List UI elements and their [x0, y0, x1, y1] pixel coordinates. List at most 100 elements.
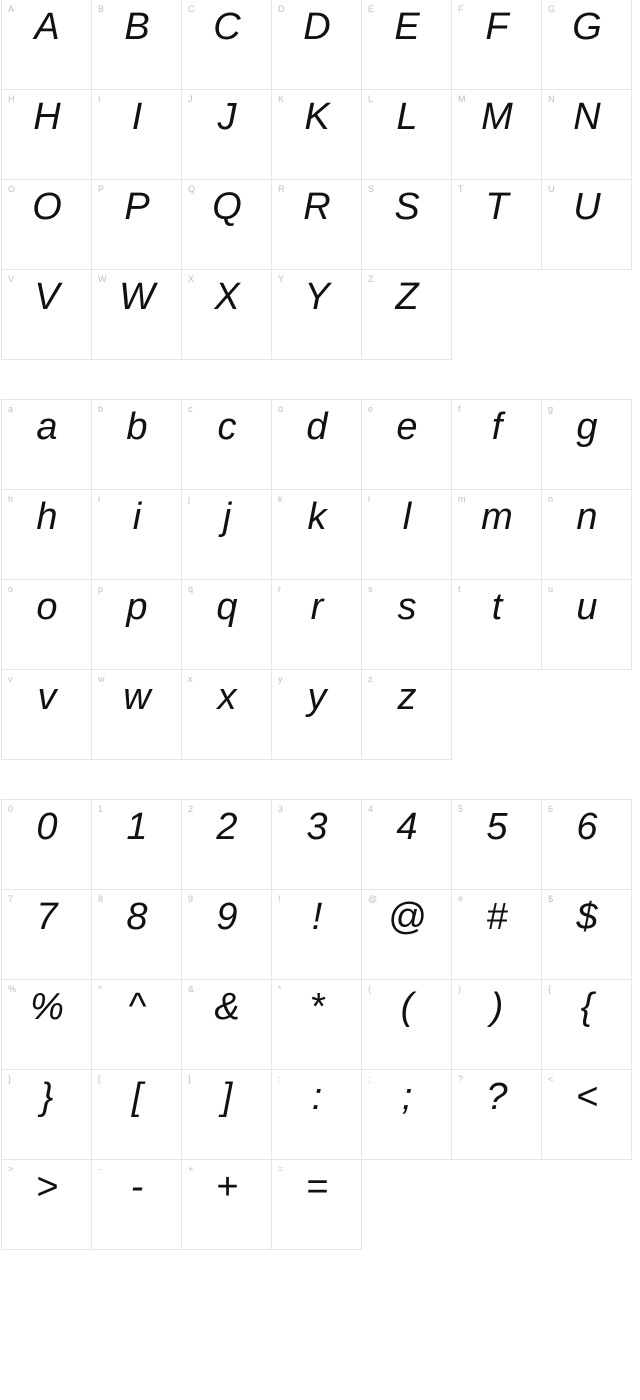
glyph-specimen: AABBCCDDEEFFGGHHIIJJKKLLMMNNOOPPQQRRSSTT… [0, 0, 640, 1250]
glyph-cell-glyph: Q [182, 186, 271, 229]
glyph-cell: YY [271, 269, 362, 360]
glyph-cell: 11 [91, 799, 182, 890]
glyph-cell: ** [271, 979, 362, 1070]
glyph-cell: dd [271, 399, 362, 490]
glyph-cell-glyph: J [182, 96, 271, 139]
glyph-cell: 22 [181, 799, 272, 890]
glyph-cell: (( [361, 979, 452, 1070]
glyph-cell-glyph: o [2, 586, 91, 629]
glyph-cell-glyph: k [272, 496, 361, 539]
glyph-cell: :: [271, 1069, 362, 1160]
glyph-cell: bb [91, 399, 182, 490]
glyph-cell: 77 [1, 889, 92, 980]
glyph-cell: SS [361, 179, 452, 270]
glyph-cell: ee [361, 399, 452, 490]
glyph-cell-glyph: c [182, 406, 271, 449]
glyph-cell: {{ [541, 979, 632, 1070]
glyph-cell: 99 [181, 889, 272, 980]
glyph-cell: JJ [181, 89, 272, 180]
glyph-cell: BB [91, 0, 182, 90]
glyph-cell: ]] [181, 1069, 272, 1160]
glyph-cell-glyph: < [542, 1076, 631, 1119]
glyph-cell-glyph: 7 [2, 896, 91, 939]
glyph-cell-glyph: V [2, 276, 91, 319]
glyph-cell: && [181, 979, 272, 1070]
glyph-cell-glyph: f [452, 406, 541, 449]
glyph-cell: LL [361, 89, 452, 180]
glyph-cell-glyph: t [452, 586, 541, 629]
glyph-cell-glyph: M [452, 96, 541, 139]
glyph-cell: MM [451, 89, 542, 180]
glyph-cell: << [541, 1069, 632, 1160]
glyph-cell-glyph: T [452, 186, 541, 229]
glyph-cell: [[ [91, 1069, 182, 1160]
glyph-cell: yy [271, 669, 362, 760]
glyph-cell-glyph: 5 [452, 806, 541, 849]
glyph-cell-glyph: & [182, 986, 271, 1029]
glyph-cell: %% [1, 979, 92, 1070]
glyph-cell-glyph: ; [362, 1076, 451, 1119]
glyph-cell-glyph: p [92, 586, 181, 629]
glyph-cell-glyph: u [542, 586, 631, 629]
glyph-cell: FF [451, 0, 542, 90]
glyph-cell-glyph: e [362, 406, 451, 449]
glyph-cell-glyph: @ [362, 896, 451, 939]
glyph-cell: 66 [541, 799, 632, 890]
glyph-cell-glyph: { [542, 986, 631, 1029]
glyph-cell: ff [451, 399, 542, 490]
glyph-cell: 00 [1, 799, 92, 890]
glyph-cell: ^^ [91, 979, 182, 1070]
glyph-cell: VV [1, 269, 92, 360]
glyph-cell: DD [271, 0, 362, 90]
glyph-cell: ## [451, 889, 542, 980]
glyph-cell: NN [541, 89, 632, 180]
glyph-cell: cc [181, 399, 272, 490]
glyph-cell: )) [451, 979, 542, 1070]
glyph-cell-glyph: 9 [182, 896, 271, 939]
glyph-cell-glyph: n [542, 496, 631, 539]
glyph-cell-glyph: ( [362, 986, 451, 1029]
glyph-cell: hh [1, 489, 92, 580]
glyph-cell-glyph: - [92, 1166, 181, 1209]
glyph-cell-glyph: ] [182, 1076, 271, 1119]
glyph-cell: ss [361, 579, 452, 670]
glyph-cell-glyph: A [2, 6, 91, 49]
glyph-cell-glyph: R [272, 186, 361, 229]
glyph-cell-glyph: G [542, 6, 631, 49]
glyph-cell: WW [91, 269, 182, 360]
glyph-cell: zz [361, 669, 452, 760]
glyph-cell: qq [181, 579, 272, 670]
glyph-cell-glyph: m [452, 496, 541, 539]
glyph-cell: XX [181, 269, 272, 360]
glyph-cell-glyph: = [272, 1166, 361, 1209]
glyph-cell-glyph: d [272, 406, 361, 449]
glyph-cell: ZZ [361, 269, 452, 360]
glyph-cell: ?? [451, 1069, 542, 1160]
glyph-cell: ;; [361, 1069, 452, 1160]
glyph-cell: @@ [361, 889, 452, 980]
glyph-cell: AA [1, 0, 92, 90]
glyph-cell-glyph: 0 [2, 806, 91, 849]
glyph-cell: KK [271, 89, 362, 180]
glyph-cell-glyph: L [362, 96, 451, 139]
glyph-cell: 55 [451, 799, 542, 890]
glyph-cell-glyph: P [92, 186, 181, 229]
glyph-cell-glyph: S [362, 186, 451, 229]
glyph-cell: ww [91, 669, 182, 760]
glyph-cell: 88 [91, 889, 182, 980]
glyph-cell: ii [91, 489, 182, 580]
glyph-cell: HH [1, 89, 92, 180]
glyph-section-uppercase: AABBCCDDEEFFGGHHIIJJKKLLMMNNOOPPQQRRSSTT… [2, 0, 640, 360]
glyph-cell: 44 [361, 799, 452, 890]
glyph-cell-glyph: y [272, 676, 361, 719]
glyph-cell: GG [541, 0, 632, 90]
glyph-cell: oo [1, 579, 92, 670]
glyph-cell: pp [91, 579, 182, 670]
glyph-cell-glyph: X [182, 276, 271, 319]
glyph-cell-glyph: b [92, 406, 181, 449]
glyph-cell: OO [1, 179, 92, 270]
glyph-cell: $$ [541, 889, 632, 980]
glyph-cell-glyph: r [272, 586, 361, 629]
glyph-cell-glyph: v [2, 676, 91, 719]
glyph-cell-glyph: x [182, 676, 271, 719]
